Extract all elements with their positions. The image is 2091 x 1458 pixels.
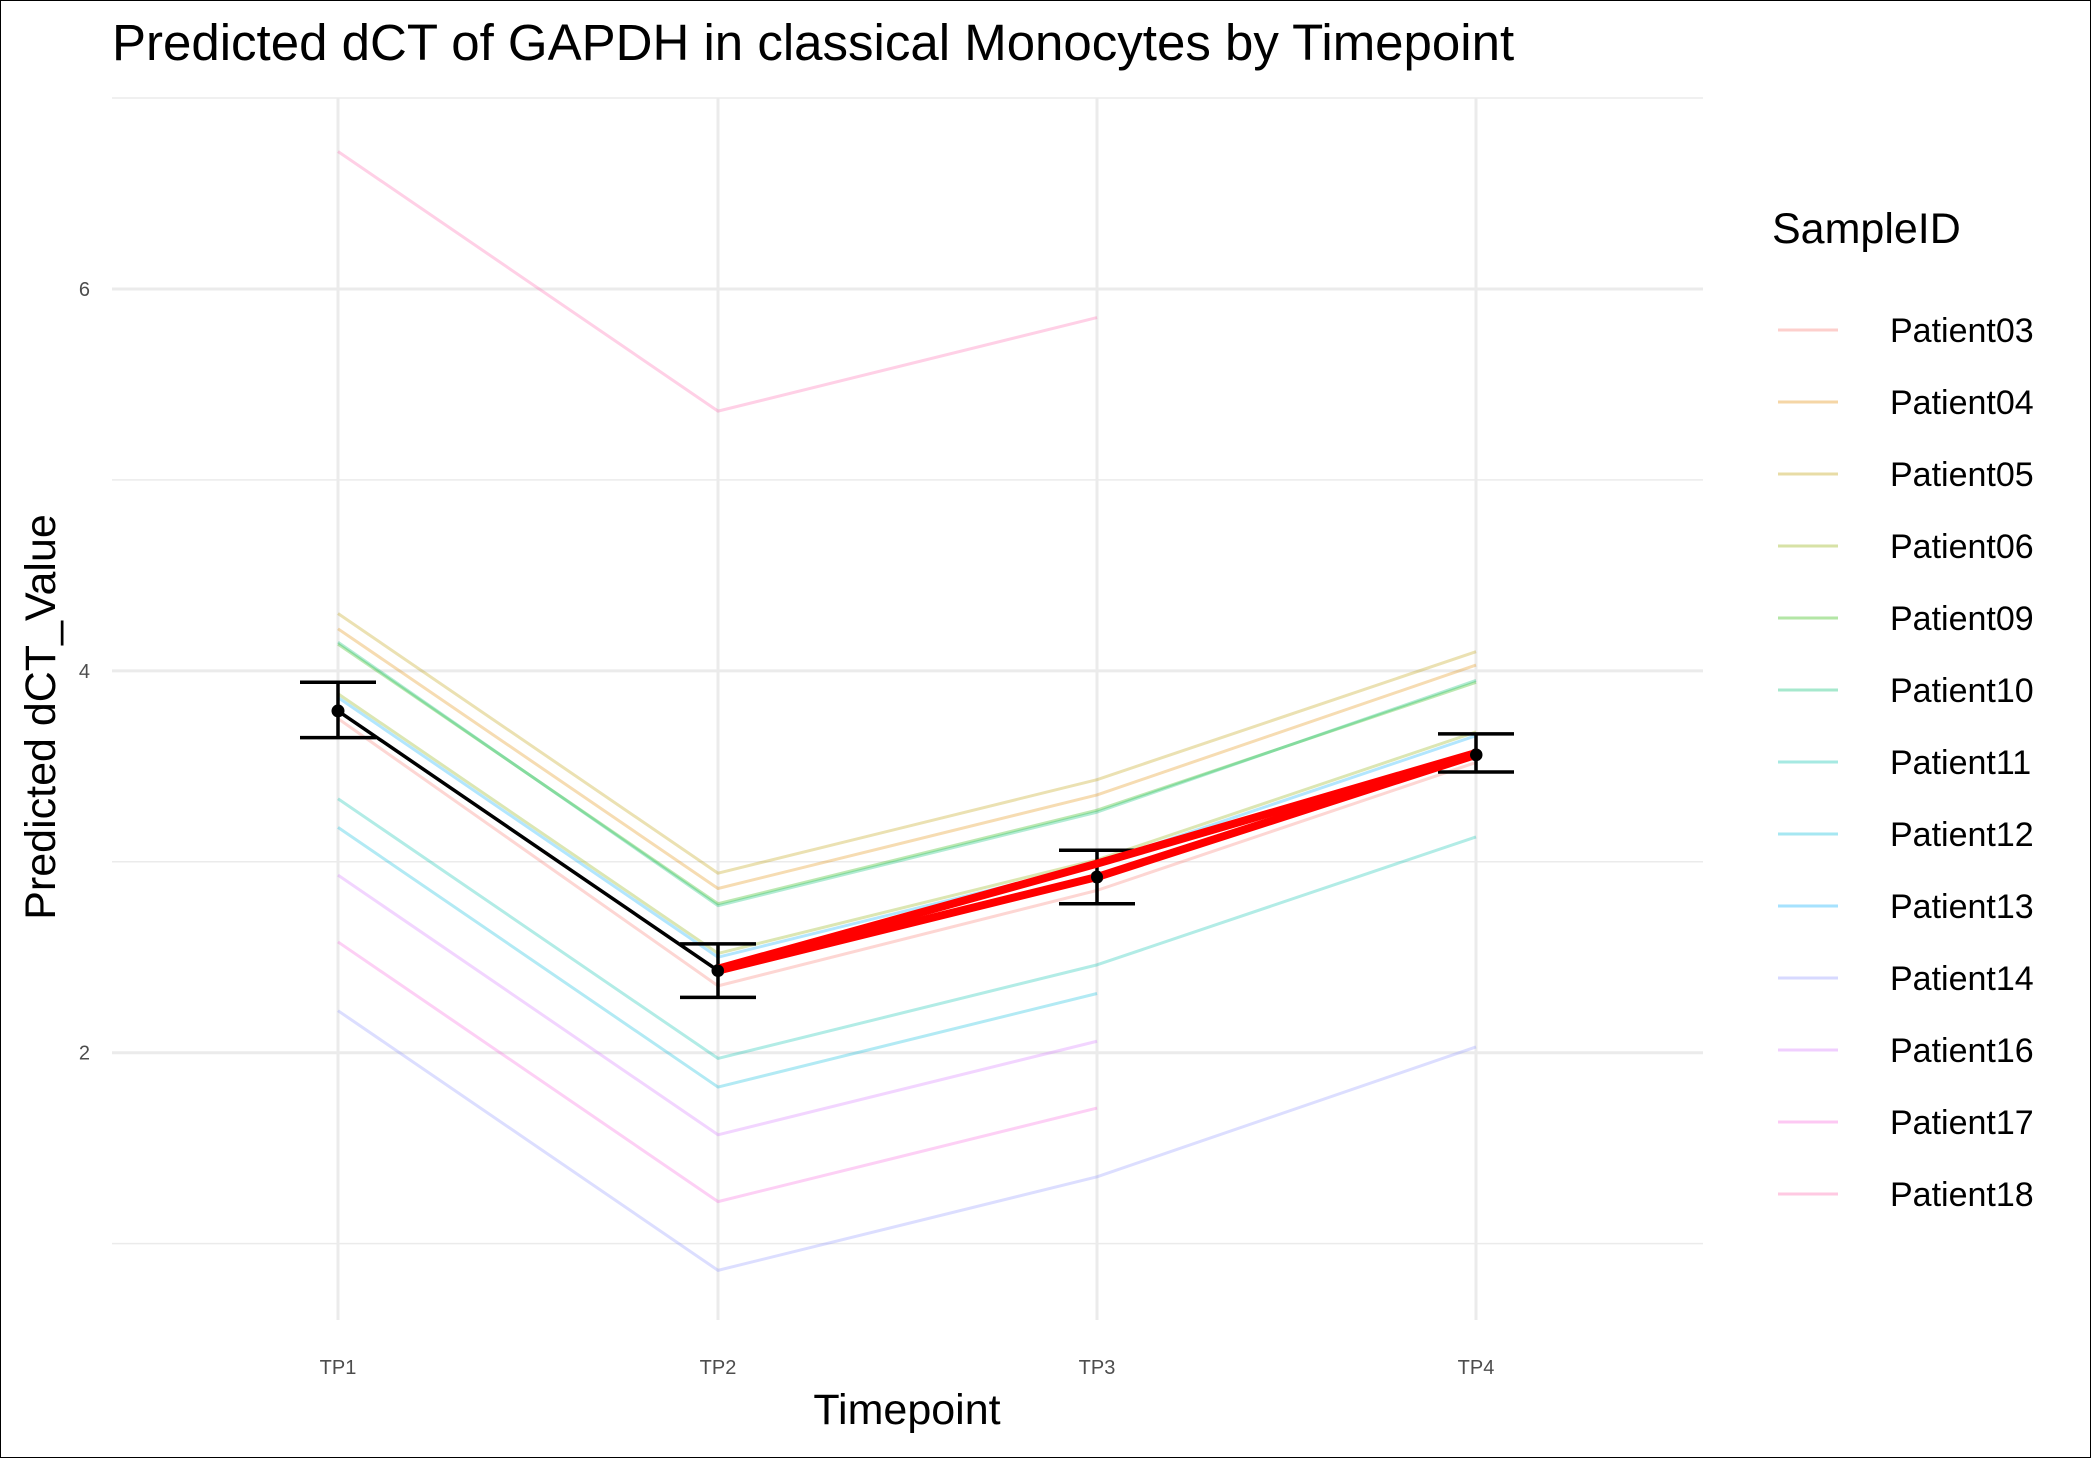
legend-label-patient10: Patient10 [1890,672,2034,710]
mean-point-overlay [1470,748,1482,761]
series-line-patient09 [337,642,1477,906]
series-line-patient18 [337,150,1098,413]
series-line-patient13 [337,696,1477,959]
y-tick-label: 6 [79,279,90,301]
series-line-patient16 [337,873,1098,1137]
series-line-patient05 [337,612,1477,875]
series-line-patient17 [337,940,1098,1204]
legend-label-patient18: Patient18 [1890,1176,2034,1214]
legend-label-patient17: Patient17 [1890,1104,2034,1142]
series-line-patient03 [337,717,1477,988]
mean-point [331,704,345,718]
legend: Patient03 Patient04 Patient05 Patient06 Pati… [1778,312,2034,1214]
x-tick-labels: TP1 TP2 TP3 TP4 [320,1357,1495,1379]
legend-label-patient12: Patient12 [1890,816,2034,854]
legend-label-patient09: Patient09 [1890,600,2034,638]
legend-label-patient16: Patient16 [1890,1032,2034,1070]
x-tick-label: TP1 [320,1357,357,1379]
mean-point-overlay [712,964,724,977]
series-line-patient10 [337,640,1477,908]
legend-label-patient04: Patient04 [1890,384,2034,422]
highlight-layer [712,748,1482,977]
x-tick-label: TP2 [700,1357,737,1379]
legend-label-patient13: Patient13 [1890,888,2034,926]
y-tick-label: 4 [79,661,90,683]
x-tick-label: TP4 [1458,1357,1495,1379]
chart-title: Predicted dCT of GAPDH in classical Mono… [112,14,1514,71]
legend-label-patient05: Patient05 [1890,456,2034,494]
legend-label-patient06: Patient06 [1890,528,2034,566]
x-axis-title: Timepoint [813,1386,1000,1434]
legend-label-patient03: Patient03 [1890,312,2034,350]
y-axis-title: Predicted dCT_Value [17,514,65,920]
mean-point-overlay [1091,871,1103,884]
legend-title: SampleID [1772,205,1961,253]
legend-label-patient14: Patient14 [1890,960,2034,998]
series-lines [337,150,1477,1272]
y-tick-labels: 2 4 6 [79,279,90,1065]
legend-label-patient11: Patient11 [1890,744,2031,782]
y-tick-label: 2 [79,1043,90,1065]
grid [112,97,1703,1320]
series-line-patient14 [337,1009,1477,1272]
series-line-patient06 [337,692,1477,955]
series-line-patient12 [337,826,1098,1089]
series-line-patient04 [337,627,1477,890]
x-tick-label: TP3 [1079,1357,1116,1379]
series-line-patient11 [337,797,1477,1060]
highlight-line [714,748,1480,973]
